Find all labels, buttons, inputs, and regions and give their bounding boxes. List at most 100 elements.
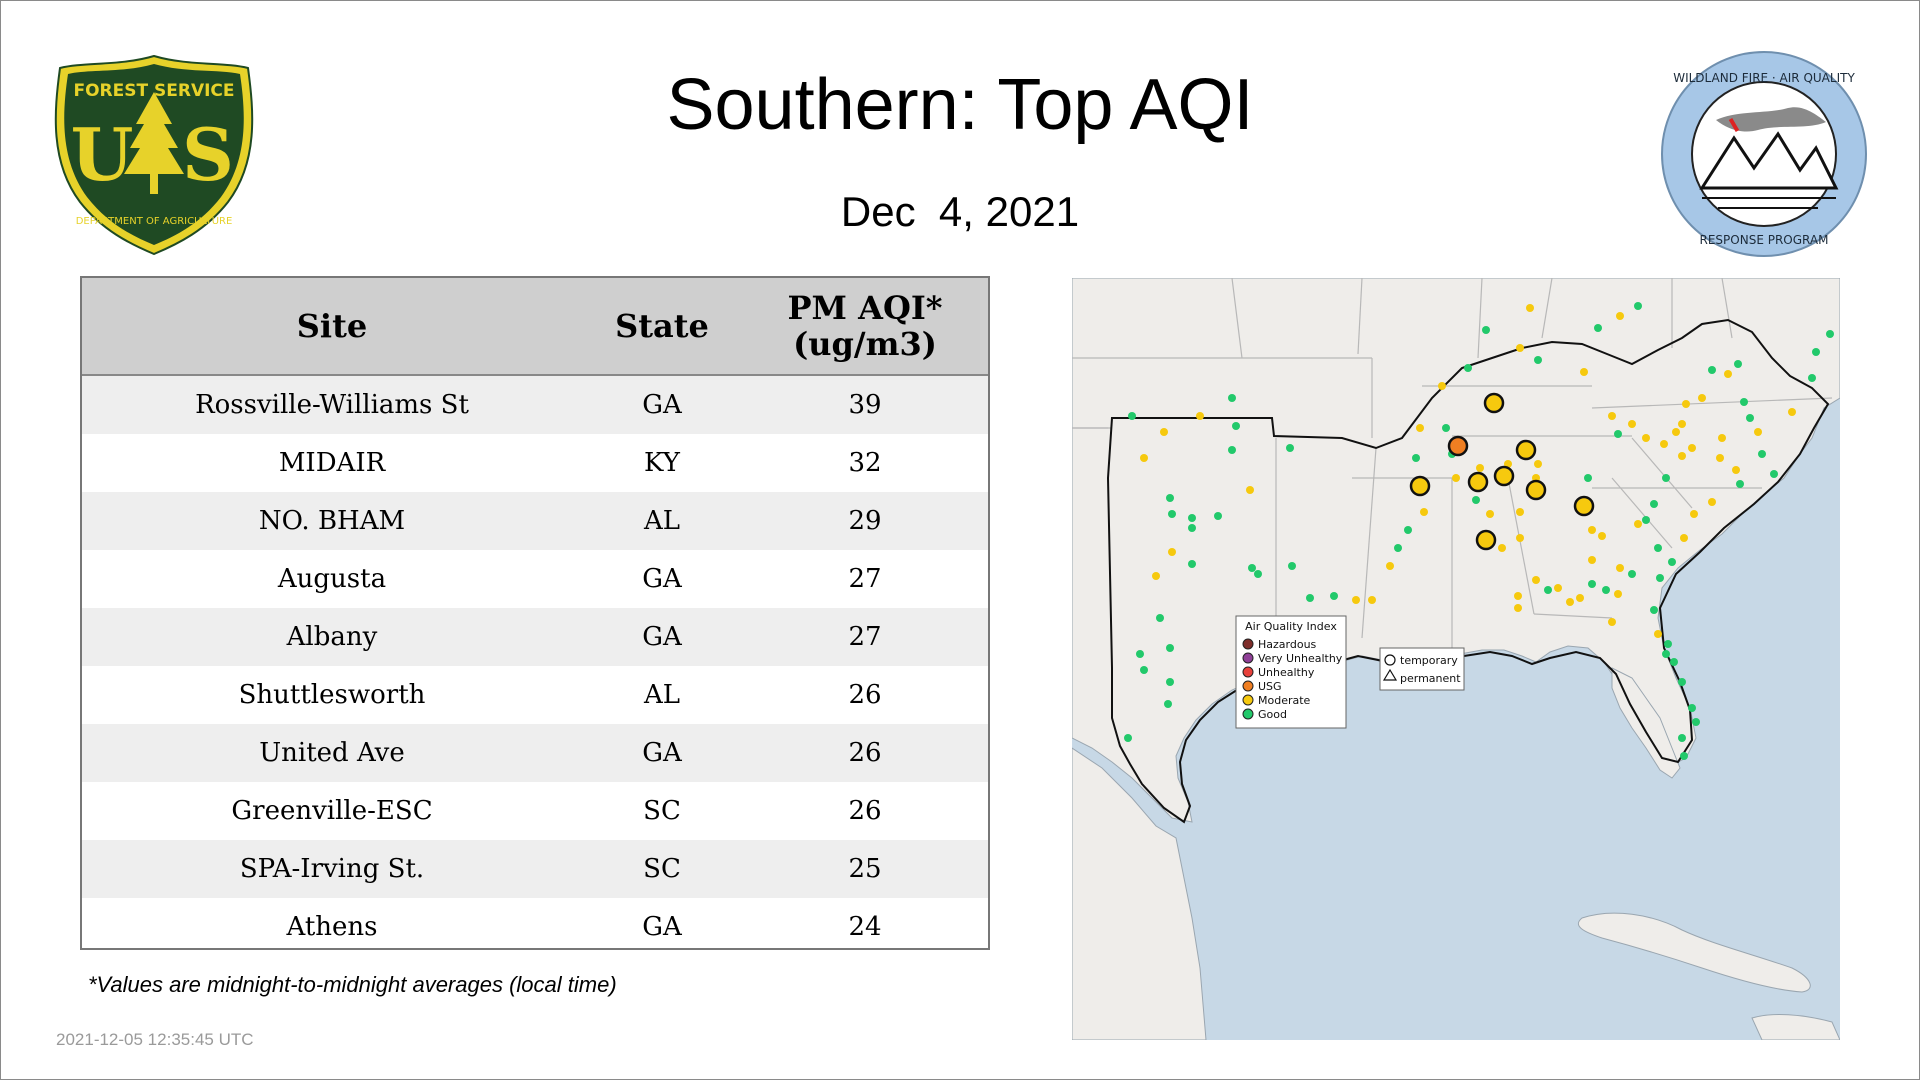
pm-aqi-cell: 29 [848,506,882,536]
monitor-dot [1662,474,1670,482]
monitor-dot [1614,590,1622,598]
monitor-dot [1196,412,1204,420]
table-row: Shuttlesworth AL 26 [82,666,988,724]
site-cell: Athens [286,912,378,942]
monitor-dot [1736,480,1744,488]
monitor-dot [1628,570,1636,578]
monitor-dot [1416,424,1424,432]
monitor-dot [1650,606,1658,614]
monitor-dot [1166,678,1174,686]
aqi-map: Air Quality Index Hazardous Very Unhealth… [1072,278,1840,1040]
monitor-dot [1188,560,1196,568]
monitor-dot [1534,460,1542,468]
monitor-dot [1188,514,1196,522]
monitor-dot [1438,382,1446,390]
monitor-dot [1708,366,1716,374]
monitor-dot [1588,556,1596,564]
monitor-dot [1442,424,1450,432]
monitor-dot [1642,516,1650,524]
monitor-dot [1634,302,1642,310]
monitor-dot [1420,508,1428,516]
monitor-dot [1288,562,1296,570]
legend-label: Good [1258,708,1287,721]
monitor-dot [1576,594,1584,602]
monitor-dot [1168,510,1176,518]
monitor-dot [1670,658,1678,666]
legend-swatch [1242,680,1254,692]
table-row: Athens GA 24 [82,898,988,956]
legend-label: Hazardous [1258,638,1317,651]
timestamp: 2021-12-05 12:35:45 UTC [56,1030,254,1049]
state-cell: AL [643,506,681,536]
wildland-fire-logo: WILDLAND FIRE · AIR QUALITY RESPONSE PRO… [1658,48,1870,260]
monitor-dot [1678,678,1686,686]
monitor-dot [1688,444,1696,452]
monitor-dot [1166,644,1174,652]
legend-swatch [1242,694,1254,706]
table-header: Site State PM AQI* (ug/m3) [82,278,988,376]
monitor-dot [1770,470,1778,478]
state-cell: KY [644,448,680,478]
state-cell: GA [642,738,682,768]
state-cell: SC [643,854,681,884]
monitor-dot [1608,412,1616,420]
monitor-dot [1554,584,1562,592]
shape-legend: temporary permanent [1379,647,1465,691]
site-cell: SPA-Irving St. [239,854,425,884]
top-site-marker [1467,471,1489,493]
site-cell: United Ave [259,738,405,768]
monitor-dot [1286,444,1294,452]
monitor-dot [1128,412,1136,420]
monitor-dot [1754,428,1762,436]
pm-aqi-cell: 27 [848,622,882,652]
monitor-dot [1514,604,1522,612]
monitor-dot [1526,304,1534,312]
svg-text:U: U [71,112,134,197]
legend-label: Moderate [1258,694,1311,707]
monitor-dot [1678,452,1686,460]
state-cell: AL [643,680,681,710]
monitor-dot [1140,454,1148,462]
monitor-dot [1598,532,1606,540]
site-cell: Augusta [277,564,387,594]
footnote: *Values are midnight-to-midnight average… [88,972,617,997]
monitor-dot [1516,344,1524,352]
aqi-table: Site State PM AQI* (ug/m3) Rossville-Wil… [80,276,990,950]
monitor-dot [1654,630,1662,638]
monitor-dot [1672,428,1680,436]
table-row: United Ave GA 26 [82,724,988,782]
legend-swatch [1242,666,1254,678]
monitor-dot [1654,544,1662,552]
shape-permanent-label: permanent [1400,672,1461,685]
monitor-dot [1532,576,1540,584]
pm-aqi-cell: 24 [848,912,882,942]
monitor-dot [1662,650,1670,658]
monitor-dot [1166,494,1174,502]
monitor-dot [1188,524,1196,532]
col-pm-line1: PM AQI* [787,289,943,327]
monitor-dot [1718,434,1726,442]
pm-aqi-cell: 25 [848,854,882,884]
table-row: Albany GA 27 [82,608,988,666]
top-site-marker [1475,529,1497,551]
monitor-dot [1614,430,1622,438]
monitor-dot [1616,312,1624,320]
monitor-dot [1394,544,1402,552]
monitor-dot [1584,474,1592,482]
monitor-dot [1472,496,1480,504]
monitor-dot [1608,618,1616,626]
monitor-dot [1680,534,1688,542]
monitor-dot [1330,592,1338,600]
col-pm-aqi: PM AQI* (ug/m3) [742,278,988,374]
monitor-dot [1164,700,1172,708]
monitor-dot [1692,718,1700,726]
pm-aqi-cell: 26 [848,680,882,710]
page-title: Southern: Top AQI [666,65,1254,145]
monitor-dot [1680,752,1688,760]
table-row: Rossville-Williams St GA 39 [82,376,988,434]
state-cell: GA [642,622,682,652]
monitor-dot [1650,500,1658,508]
top-site-marker [1483,392,1505,414]
col-site: Site [296,307,368,345]
